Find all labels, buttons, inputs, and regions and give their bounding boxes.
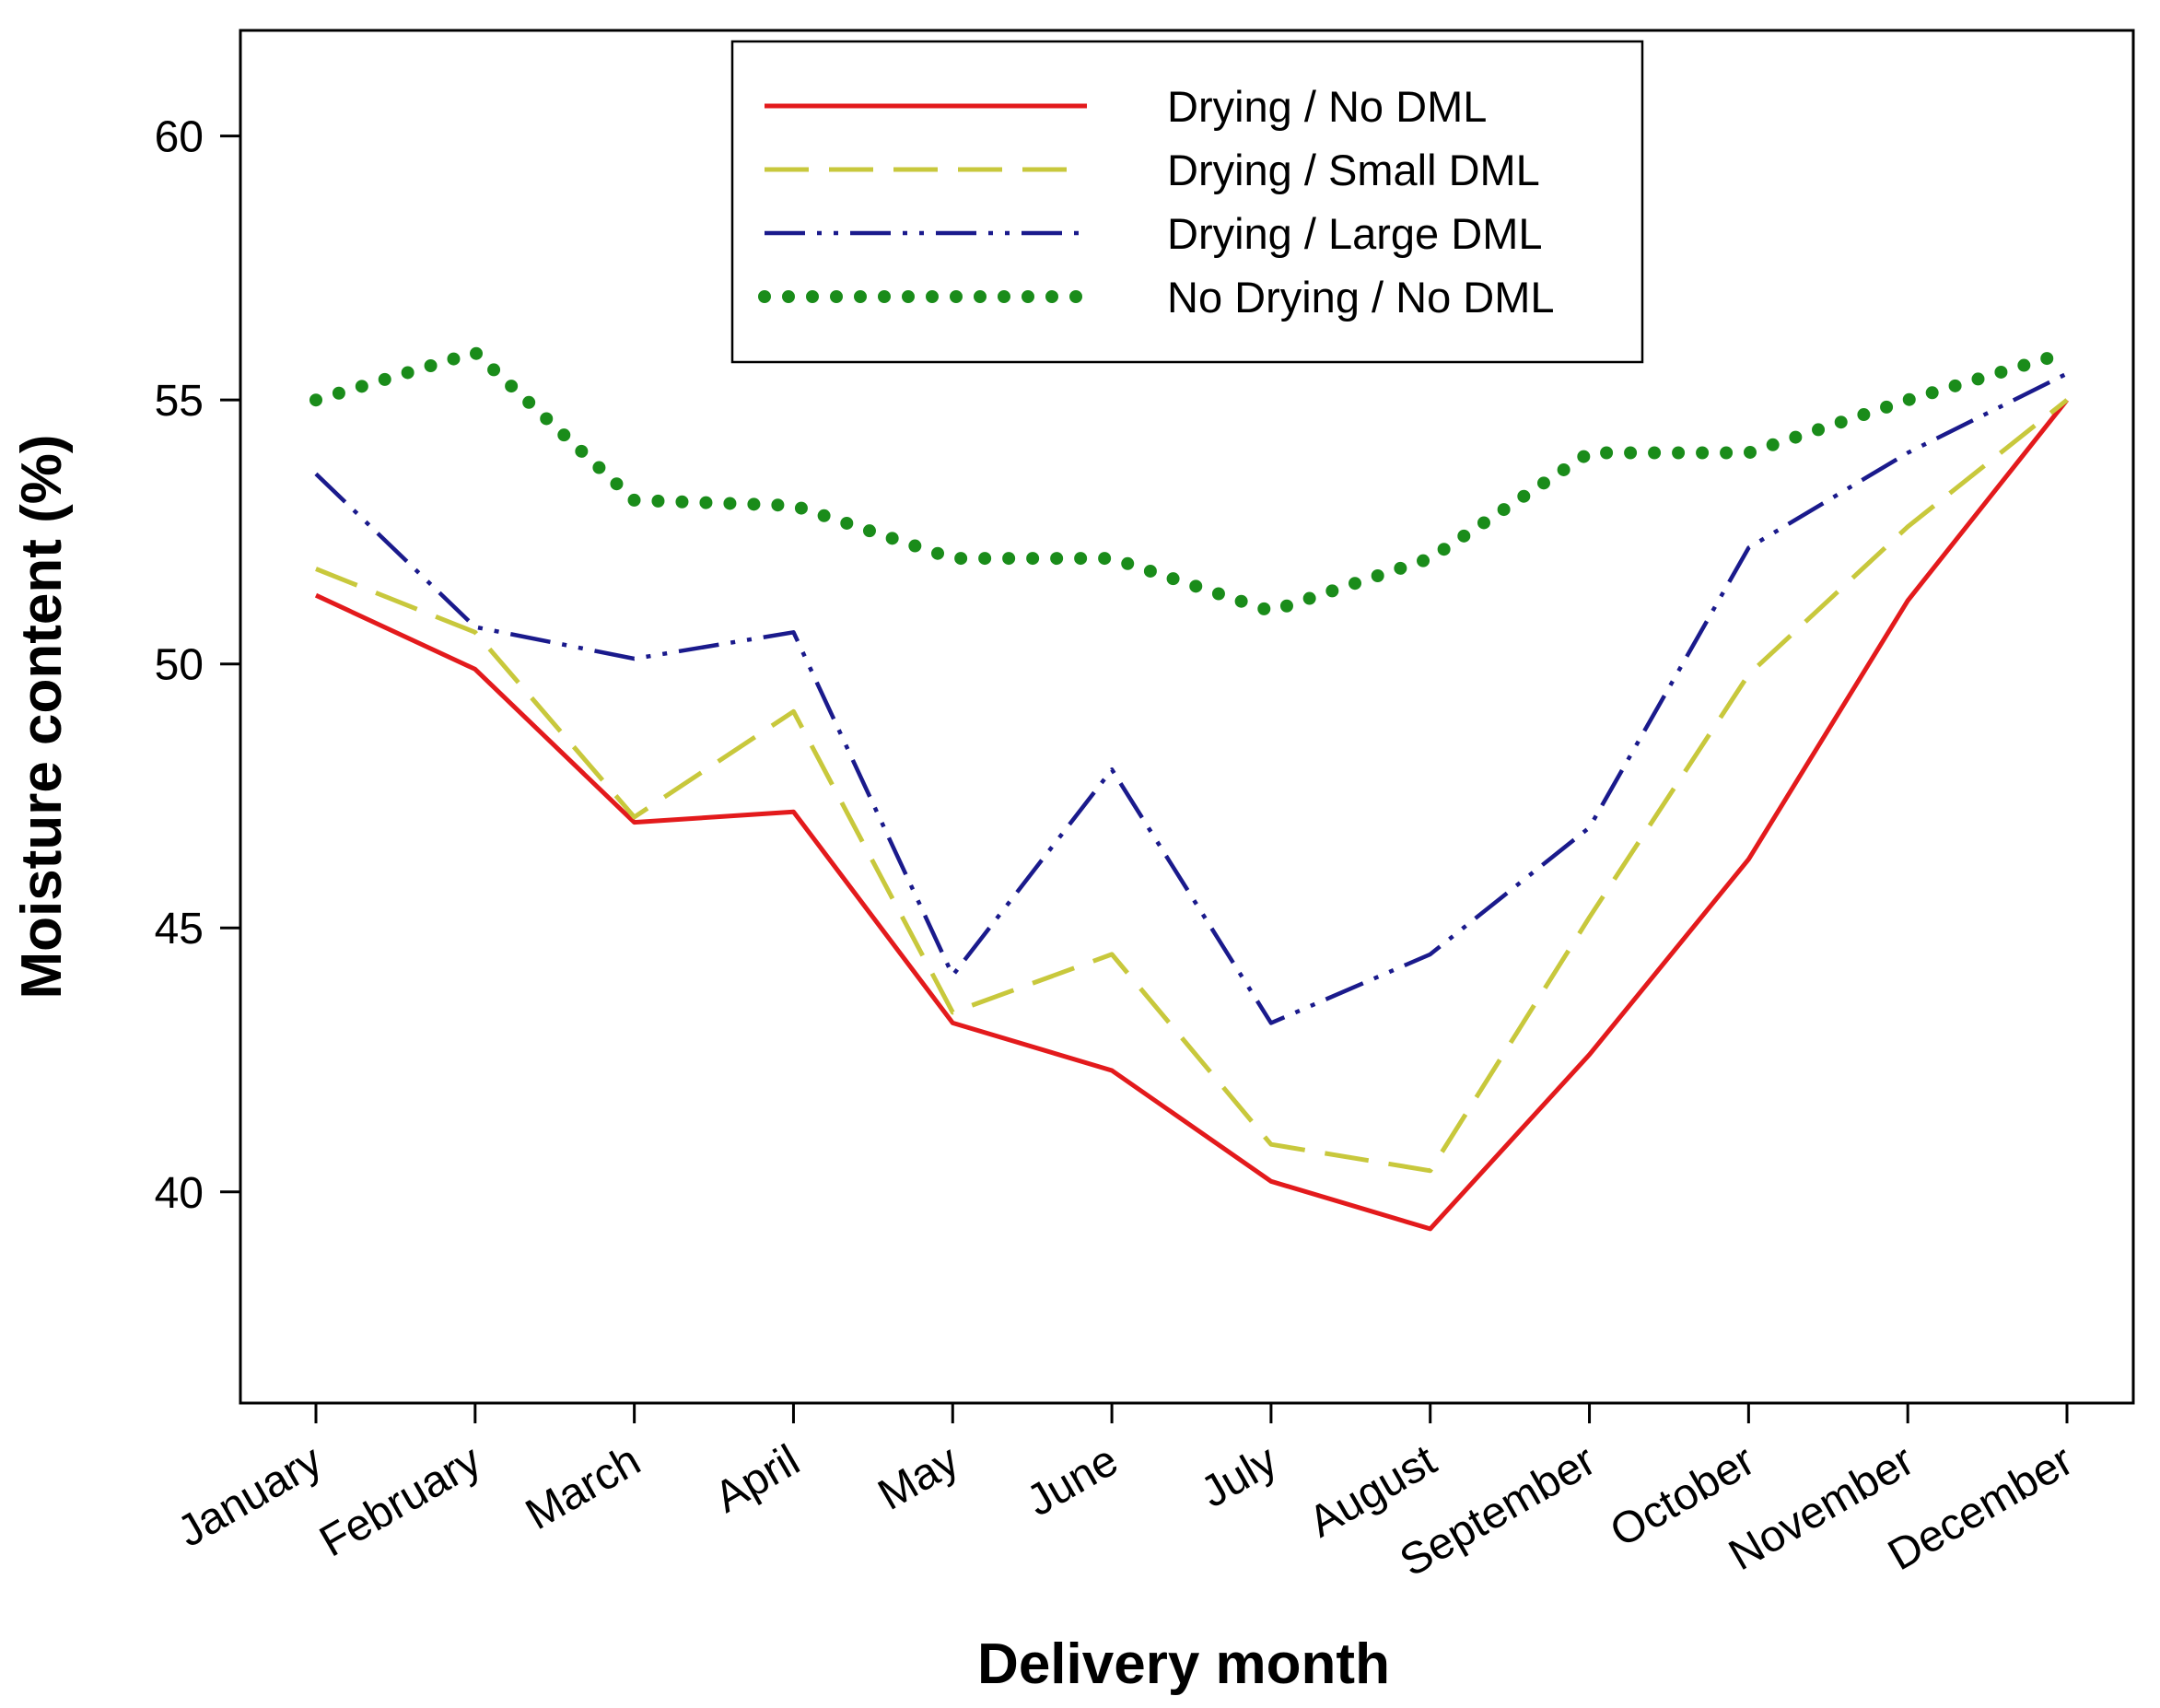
data-point xyxy=(633,498,636,502)
data-point xyxy=(1110,1069,1114,1072)
data-point xyxy=(951,556,954,560)
y-axis-title: Moisture content (%) xyxy=(10,434,74,999)
data-point xyxy=(1269,609,1273,613)
data-point xyxy=(951,974,954,977)
data-point xyxy=(1588,450,1592,454)
series-line-1 xyxy=(314,398,2069,1232)
x-tick-label: June xyxy=(1019,1436,1127,1527)
x-tick-label: May xyxy=(870,1436,967,1520)
data-point xyxy=(1746,858,1750,861)
data-point xyxy=(791,630,795,634)
data-point xyxy=(791,810,795,813)
data-point xyxy=(1588,1053,1592,1057)
legend-box xyxy=(730,40,1644,364)
data-point xyxy=(1110,953,1114,956)
data-point xyxy=(1269,1021,1273,1024)
data-point xyxy=(1906,398,1909,402)
x-tick-label: March xyxy=(518,1436,648,1540)
legend-items: Drying / No DML Drying / Small DML Drying … xyxy=(758,82,1555,322)
data-point xyxy=(791,709,795,713)
data-point xyxy=(633,815,636,819)
legend-label-1: Drying / No DML xyxy=(1167,82,1487,131)
x-tick-label: December xyxy=(1880,1436,2081,1581)
data-point xyxy=(1906,525,1909,529)
data-point xyxy=(1429,1169,1432,1173)
data-point xyxy=(2065,398,2069,402)
data-point xyxy=(473,351,477,355)
data-point xyxy=(1588,825,1592,829)
series-line-3 xyxy=(314,371,2069,1025)
data-point xyxy=(1269,1179,1273,1183)
data-point xyxy=(1906,599,1909,602)
data-point xyxy=(2065,351,2069,355)
data-point xyxy=(1429,1227,1432,1231)
data-point xyxy=(1746,546,1750,550)
x-tick-label: January xyxy=(169,1436,330,1557)
y-tick-label: 45 xyxy=(155,905,204,953)
x-tick-label: April xyxy=(706,1436,808,1523)
data-point xyxy=(473,630,477,634)
data-point xyxy=(1110,556,1114,560)
y-tick-label: 40 xyxy=(155,1169,204,1218)
data-point xyxy=(314,567,318,571)
x-tick-label: February xyxy=(311,1436,489,1567)
legend: Drying / No DML Drying / Small DML Drying … xyxy=(730,40,1644,364)
data-point xyxy=(1906,450,1909,454)
data-point xyxy=(1746,673,1750,676)
data-point xyxy=(314,593,318,597)
data-point xyxy=(1269,1142,1273,1146)
data-point xyxy=(951,1021,954,1024)
legend-label-4: No Drying / No DML xyxy=(1167,273,1555,322)
data-point xyxy=(1110,767,1114,771)
data-point xyxy=(314,472,318,475)
data-point xyxy=(951,1011,954,1014)
y-tick-label: 60 xyxy=(155,113,204,162)
data-point xyxy=(791,504,795,508)
x-tick-label: July xyxy=(1193,1436,1285,1518)
legend-label-2: Drying / Small DML xyxy=(1167,146,1540,194)
x-axis-title: Delivery month xyxy=(977,1632,1390,1696)
series-line-4 xyxy=(309,345,2073,618)
y-tick-label: 55 xyxy=(155,377,204,426)
data-point xyxy=(1429,953,1432,956)
series-line-2 xyxy=(315,398,2069,1174)
legend-label-3: Drying / Large DML xyxy=(1167,209,1543,258)
data-point xyxy=(2065,372,2069,376)
data-point xyxy=(633,657,636,661)
data-point xyxy=(473,667,477,671)
data-point xyxy=(1588,916,1592,919)
data-point xyxy=(633,821,636,825)
series-layer xyxy=(309,345,2073,1232)
data-point xyxy=(1746,450,1750,454)
y-tick-label: 50 xyxy=(155,641,204,690)
data-point xyxy=(314,398,318,402)
y-axis: 40 45 50 55 60 xyxy=(155,113,240,1218)
data-point xyxy=(1429,556,1432,560)
data-point xyxy=(473,626,477,629)
plot-frame xyxy=(239,29,2135,1405)
